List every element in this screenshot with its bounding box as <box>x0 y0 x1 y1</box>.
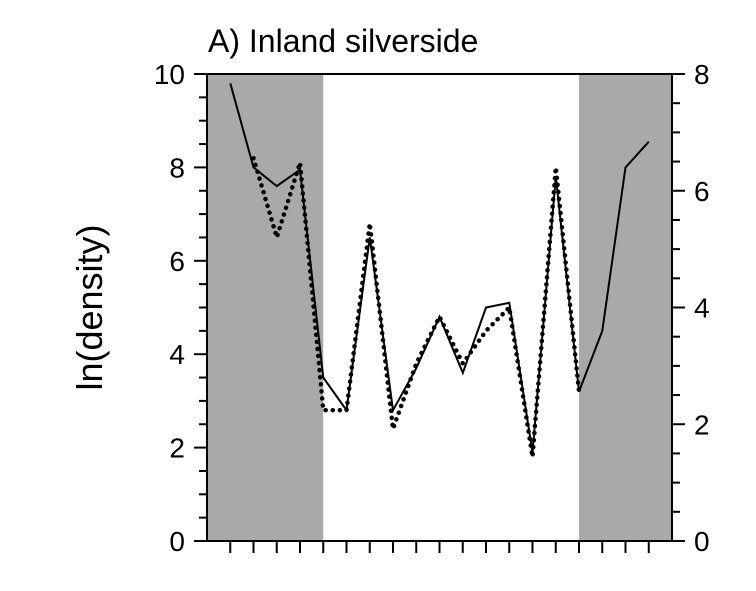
shaded-region-1 <box>207 74 324 541</box>
right-tick-label: 8 <box>694 59 710 90</box>
left-tick-label: 0 <box>169 526 185 557</box>
right-tick-label: 2 <box>694 409 710 440</box>
series-layer <box>229 83 650 458</box>
left-tick-label: 4 <box>169 339 185 370</box>
y-axis-label: ln(density) <box>69 224 110 390</box>
left-tick-label: 6 <box>169 246 185 277</box>
chart-title: A) Inland silverside <box>208 23 478 59</box>
shaded-regions <box>207 74 672 541</box>
right-tick-label: 4 <box>694 293 710 324</box>
right-axis-ticks: 0 2 4 6 8 <box>672 59 710 557</box>
left-tick-label: 8 <box>169 152 185 183</box>
left-axis-ticks: 0 2 4 6 8 10 <box>154 59 207 557</box>
bottom-axis-ticks <box>229 541 650 553</box>
right-tick-label: 6 <box>694 176 710 207</box>
left-tick-label: 10 <box>154 59 185 90</box>
left-tick-label: 2 <box>169 433 185 464</box>
dotted-series-line <box>251 155 582 458</box>
shaded-region-2 <box>579 74 672 541</box>
right-tick-label: 0 <box>694 526 710 557</box>
